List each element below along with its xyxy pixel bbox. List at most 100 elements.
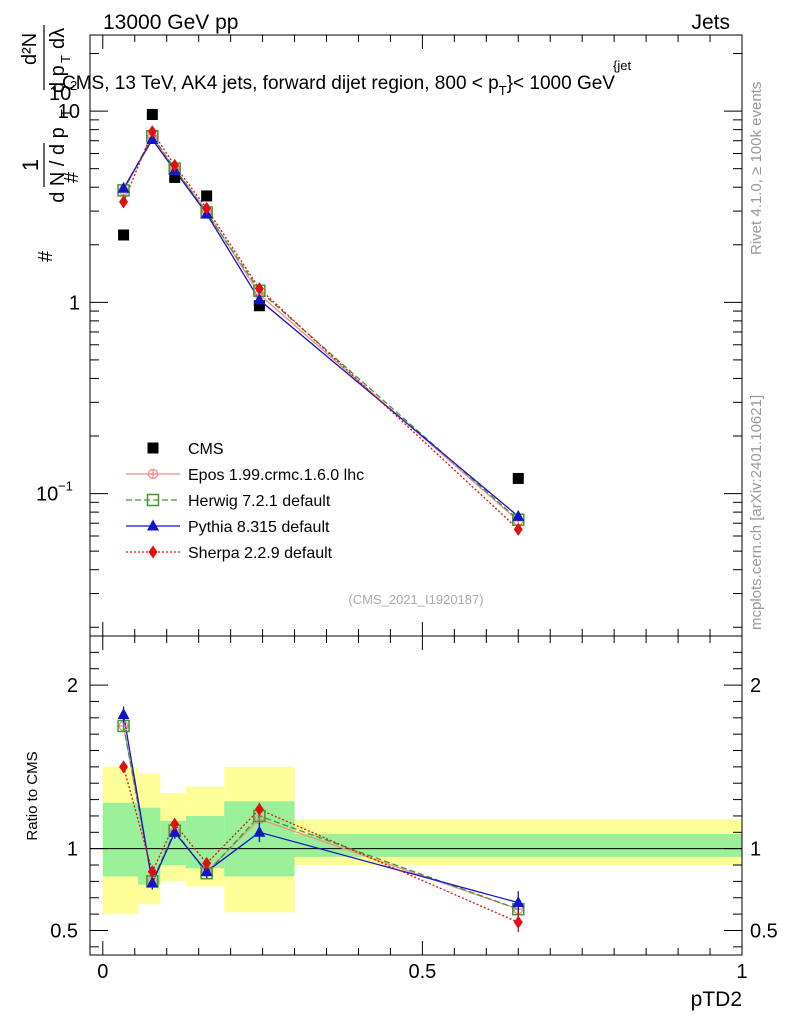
point-sherpa	[119, 195, 129, 209]
ratio-point-sherpa	[170, 817, 180, 831]
ylabel-den-sub: T	[58, 109, 73, 117]
mcplots-note: mcplots.cern.ch [arXiv:2401.10621]	[748, 395, 765, 630]
ylabel-hash-2: #	[61, 171, 83, 183]
ratio-tick-labels: 0.5 0.51 12 20 0.5 1	[50, 675, 778, 983]
y-tick-top-base: 10	[49, 83, 71, 105]
analysis-watermark: (CMS_2021_I1920187)	[348, 592, 483, 607]
y-tick-top-label: 10 2	[49, 78, 77, 105]
legend-item-epos: Epos 1.99.crmc.1.6.0 lhc	[126, 467, 364, 484]
y-tick-label: 1	[69, 292, 80, 314]
legend-marker	[146, 493, 160, 507]
ratio-point-sherpa	[513, 915, 523, 929]
main-ticks	[90, 35, 743, 636]
main-series-markers	[117, 108, 525, 536]
ylabel-den-2-lambda: dλ	[47, 28, 69, 49]
point-cms	[253, 300, 265, 312]
ratio-y-label-left: 0.5	[50, 920, 78, 942]
ylabel-num: 1	[18, 159, 43, 171]
ratio-series-lines	[122, 714, 519, 923]
legend-marker	[147, 442, 159, 454]
ylabel-den-2: d p	[47, 65, 69, 93]
legend-item-sherpa: Sherpa 2.2.9 default	[126, 545, 333, 562]
point-sherpa	[170, 158, 180, 172]
ratio-point-pythia	[146, 876, 159, 888]
x-tick-label: 1	[736, 961, 747, 983]
ratio-point-sherpa	[147, 865, 157, 879]
ratio-point-sherpa	[202, 856, 212, 870]
y-tick-label-exp: −1	[58, 479, 73, 494]
point-sherpa	[147, 125, 157, 139]
point-cms	[201, 190, 213, 202]
ratio-panel: 0.5 0.51 12 20 0.5 1 Ratio to CMS pTD2	[24, 635, 778, 1011]
ratio-point-sherpa	[119, 760, 129, 774]
legend-item-herwig: Herwig 7.2.1 default	[126, 493, 331, 510]
ratio-y-label-right: 2	[750, 675, 761, 697]
ratio-point-pythia	[200, 865, 213, 877]
point-cms	[169, 171, 181, 183]
rivet-note: Rivet 4.1.0, ≥ 100k events	[748, 82, 765, 255]
band-green	[137, 807, 161, 885]
ratio-series-markers	[117, 706, 525, 933]
header-left: 13000 GeV pp	[103, 11, 238, 34]
x-tick-label: 0.5	[408, 961, 436, 983]
ratio-point-pythia	[512, 896, 525, 908]
line-sherpa	[122, 130, 519, 530]
legend-marker	[148, 545, 158, 559]
legend-label: Epos 1.99.crmc.1.6.0 lhc	[188, 467, 364, 484]
point-cms	[512, 472, 524, 484]
ratio-point-sherpa	[254, 802, 264, 816]
ylabel-den-2-sub: T	[58, 55, 73, 63]
point-sherpa	[513, 522, 523, 536]
ylabel-num-2: d²N	[19, 33, 41, 65]
ratio-y-label-right: 0.5	[750, 920, 778, 942]
point-pythia	[117, 181, 130, 193]
point-pythia	[512, 509, 525, 521]
chart-title: CMS, 13 TeV, AK4 jets, forward dijet reg…	[62, 73, 615, 98]
point-pythia	[146, 133, 159, 145]
x-tick-label: 0	[97, 961, 108, 983]
ratio-point-pythia	[168, 825, 181, 837]
point-sherpa	[202, 201, 212, 215]
ratio-uncertainty-bands	[102, 766, 742, 915]
legend-marker	[147, 519, 159, 531]
legend-label: Herwig 7.2.1 default	[188, 493, 331, 510]
band-green	[102, 802, 138, 877]
main-series-lines	[122, 130, 519, 530]
legend-marker	[147, 468, 159, 480]
x-axis-label: pTD2	[691, 988, 742, 1011]
legend-label: CMS	[188, 441, 224, 458]
point-sherpa	[254, 282, 264, 296]
main-y-axis-label: 1 d N / d p T # # d²N d p T dλ	[18, 25, 83, 262]
point-cms	[118, 229, 130, 241]
legend-label: Pythia 8.315 default	[188, 519, 330, 536]
line-pythia	[122, 138, 519, 517]
ratio-point-pythia	[117, 708, 130, 720]
title-sub: T	[499, 83, 507, 98]
legend-label: Sherpa 2.2.9 default	[188, 545, 333, 562]
header-right: Jets	[691, 11, 730, 34]
ratio-line-pythia	[122, 714, 519, 904]
ratio-y-label: Ratio to CMS	[24, 751, 41, 840]
band-green	[294, 833, 742, 857]
ratio-y-label-right: 1	[750, 839, 761, 861]
ylabel-den: d N / d p	[47, 127, 69, 203]
ratio-y-label-left: 2	[67, 675, 78, 697]
y-tick-label: 10	[58, 101, 80, 123]
legend-item-pythia: Pythia 8.315 default	[126, 519, 330, 536]
y-tick-label-base: 10	[36, 484, 58, 506]
ratio-y-label-left: 1	[67, 839, 78, 861]
title-end: }< 1000 GeV	[507, 73, 616, 94]
ratio-frame	[89, 635, 743, 956]
title-main: CMS, 13 TeV, AK4 jets, forward dijet reg…	[62, 73, 499, 94]
point-cms	[146, 108, 158, 120]
y-tick-top-exp: 2	[70, 78, 77, 93]
ratio-ticks	[90, 635, 743, 955]
line-epos	[122, 136, 519, 522]
legend: CMS Epos 1.99.crmc.1.6.0 lhc Herwig 7.2.1 …	[126, 441, 364, 562]
legend-item-cms: CMS	[147, 441, 224, 458]
ylabel-hash-1: #	[35, 250, 57, 262]
y-tick-label: 10 −1	[36, 479, 73, 506]
line-herwig	[122, 134, 519, 521]
